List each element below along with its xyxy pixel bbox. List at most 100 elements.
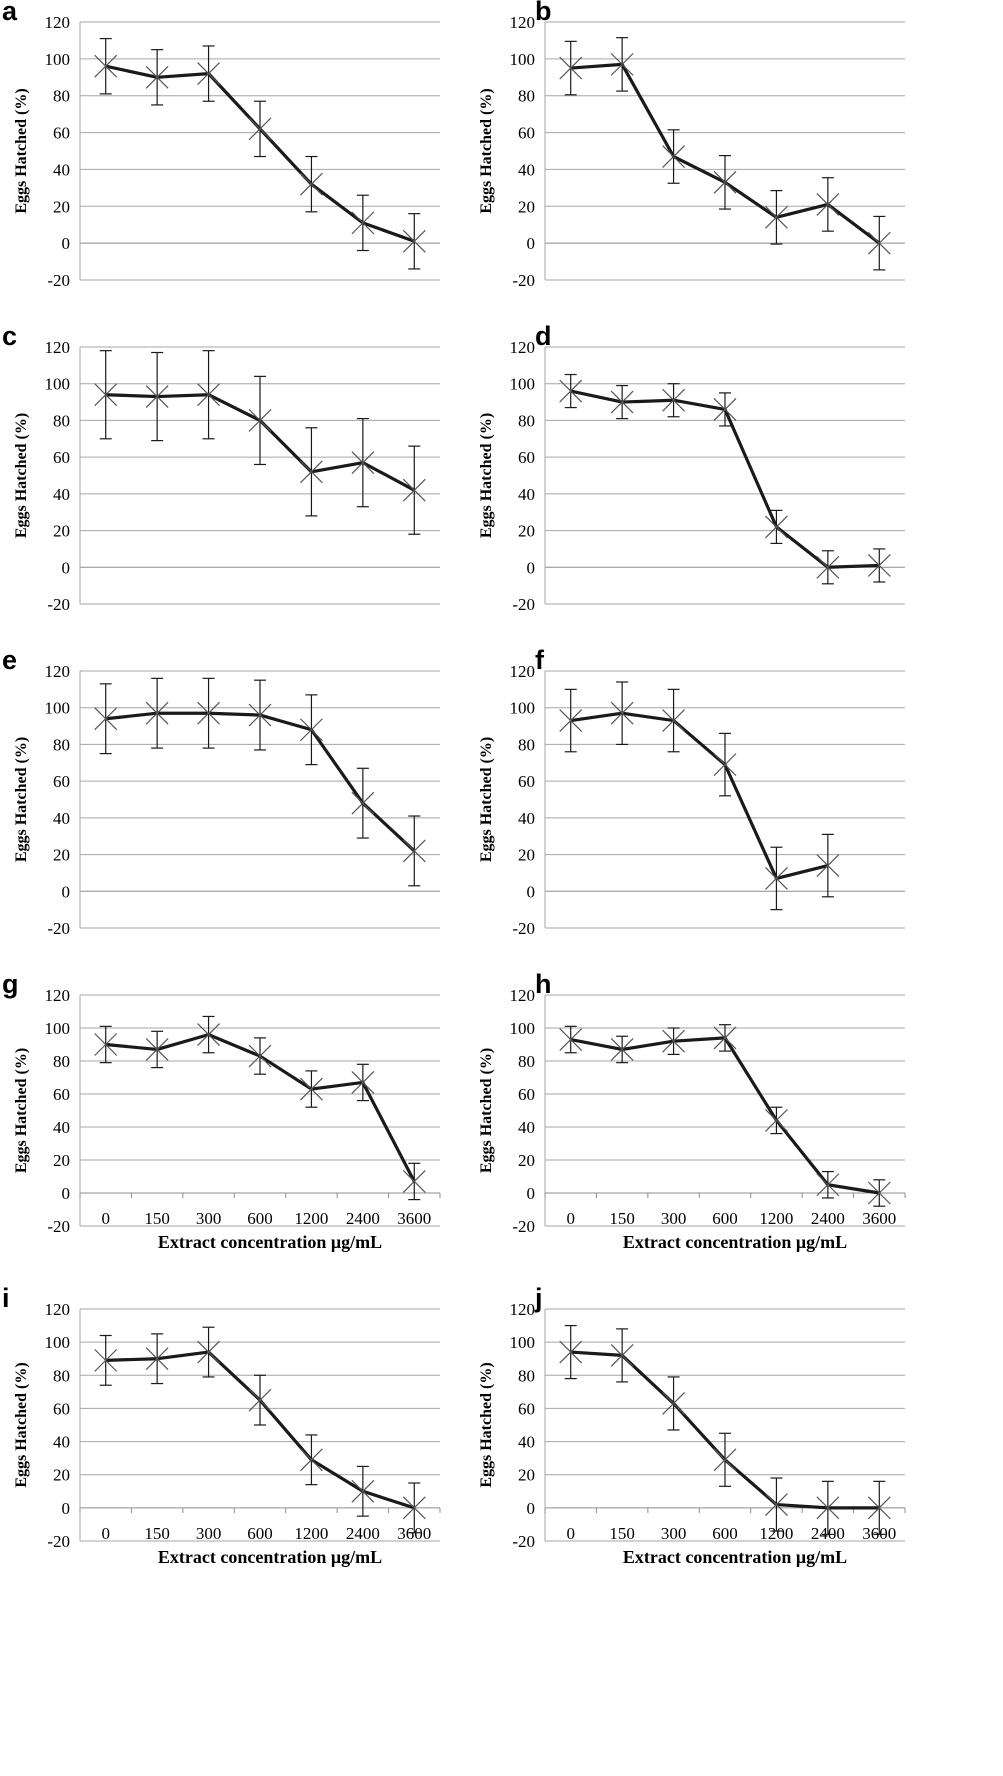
- data-point-marker: [610, 1343, 634, 1367]
- y-tick-label: 120: [45, 662, 71, 681]
- marker-stroke: [145, 701, 169, 725]
- data-point-marker: [559, 1340, 583, 1364]
- marker-stroke: [765, 515, 788, 539]
- marker-stroke: [559, 709, 583, 732]
- data-point-marker: [248, 409, 272, 432]
- panel-letter: i: [2, 1283, 10, 1313]
- marker-stroke: [197, 1340, 220, 1364]
- marker-stroke: [300, 1448, 323, 1472]
- y-tick-label: 60: [53, 1399, 70, 1418]
- marker-stroke: [662, 1392, 685, 1415]
- data-point-marker: [300, 460, 323, 484]
- y-tick-label: 80: [53, 735, 70, 754]
- y-tick-label: 100: [510, 699, 536, 718]
- data-point-marker: [351, 1479, 375, 1503]
- marker-stroke: [300, 1077, 323, 1101]
- marker-stroke: [145, 65, 169, 89]
- panel-letter: c: [2, 321, 17, 351]
- marker-stroke: [713, 1026, 737, 1050]
- y-tick-label: 40: [53, 485, 70, 504]
- y-tick-label: 120: [510, 986, 536, 1005]
- data-point-marker: [662, 1392, 685, 1415]
- panel-letter: f: [535, 645, 545, 675]
- data-point-marker: [713, 170, 737, 194]
- marker-stroke: [351, 1479, 375, 1503]
- data-point-marker: [559, 1028, 583, 1051]
- y-tick-label: 20: [53, 197, 70, 216]
- y-axis-label: Eggs Hatched (%): [13, 737, 30, 862]
- y-tick-label: 20: [53, 846, 70, 865]
- data-point-marker: [300, 172, 323, 196]
- marker-stroke: [300, 172, 323, 196]
- data-point-marker: [94, 1348, 118, 1372]
- marker-stroke: [351, 791, 375, 815]
- data-point-marker: [559, 379, 583, 403]
- marker-stroke: [559, 379, 583, 403]
- marker-stroke: [197, 62, 220, 86]
- data-point-marker: [662, 388, 685, 412]
- y-axis-label: Eggs Hatched (%): [478, 413, 495, 538]
- marker-stroke: [816, 854, 840, 878]
- data-point-marker: [300, 1448, 323, 1472]
- x-tick-label: 0: [101, 1209, 110, 1228]
- marker-stroke: [351, 451, 375, 475]
- data-point-marker: [765, 867, 788, 890]
- y-tick-label: 80: [53, 411, 70, 430]
- y-tick-label: -20: [512, 595, 535, 614]
- data-point-marker: [610, 701, 634, 725]
- data-point-marker: [867, 1496, 891, 1520]
- data-point-marker: [94, 54, 118, 78]
- data-point-marker: [145, 701, 169, 725]
- marker-stroke: [610, 52, 634, 76]
- y-tick-label: -20: [47, 595, 70, 614]
- y-tick-label: 20: [518, 846, 535, 865]
- data-point-marker: [300, 1077, 323, 1101]
- marker-stroke: [94, 383, 118, 407]
- data-point-marker: [867, 554, 891, 577]
- y-tick-label: 80: [518, 411, 535, 430]
- x-tick-label: 300: [196, 1524, 222, 1543]
- marker-stroke: [713, 1448, 737, 1472]
- y-tick-label: -20: [512, 1532, 535, 1551]
- marker-stroke: [402, 229, 426, 253]
- data-point-marker: [145, 1347, 169, 1371]
- data-point-marker: [765, 1108, 788, 1132]
- data-point-marker: [402, 1170, 426, 1193]
- marker-stroke: [610, 390, 634, 414]
- marker-stroke: [248, 409, 272, 432]
- marker-stroke: [248, 1044, 272, 1068]
- data-point-marker: [197, 1340, 220, 1364]
- y-tick-label: 120: [45, 1300, 71, 1319]
- y-tick-label: -20: [512, 271, 535, 290]
- x-tick-label: 300: [196, 1209, 222, 1228]
- y-tick-label: 60: [518, 1399, 535, 1418]
- x-tick-label: 3600: [862, 1209, 896, 1228]
- y-tick-label: 40: [53, 160, 70, 179]
- data-point-marker: [248, 1388, 272, 1412]
- marker-stroke: [816, 193, 840, 216]
- y-tick-label: 80: [518, 1366, 535, 1385]
- data-point-marker: [713, 397, 737, 421]
- data-point-marker: [610, 390, 634, 414]
- y-tick-label: 120: [45, 986, 71, 1005]
- marker-stroke: [145, 1038, 169, 1061]
- marker-stroke: [765, 205, 788, 229]
- x-tick-label: 2400: [346, 1524, 380, 1543]
- marker-stroke: [559, 1028, 583, 1051]
- x-axis-label: Extract concentration μg/mL: [158, 1232, 382, 1252]
- data-point-marker: [662, 709, 685, 732]
- marker-stroke: [662, 145, 685, 168]
- x-axis-label: Extract concentration μg/mL: [623, 1232, 847, 1252]
- y-tick-label: 100: [45, 375, 71, 394]
- data-point-marker: [94, 1033, 118, 1056]
- x-tick-label: 2400: [811, 1209, 845, 1228]
- x-tick-label: 600: [712, 1209, 738, 1228]
- marker-stroke: [351, 211, 375, 235]
- data-point-marker: [662, 145, 685, 168]
- marker-stroke: [94, 54, 118, 78]
- y-tick-label: 0: [527, 1499, 536, 1518]
- marker-stroke: [816, 555, 840, 579]
- marker-stroke: [197, 1023, 220, 1047]
- y-axis-label: Eggs Hatched (%): [13, 1362, 30, 1487]
- data-point-marker: [867, 1181, 891, 1205]
